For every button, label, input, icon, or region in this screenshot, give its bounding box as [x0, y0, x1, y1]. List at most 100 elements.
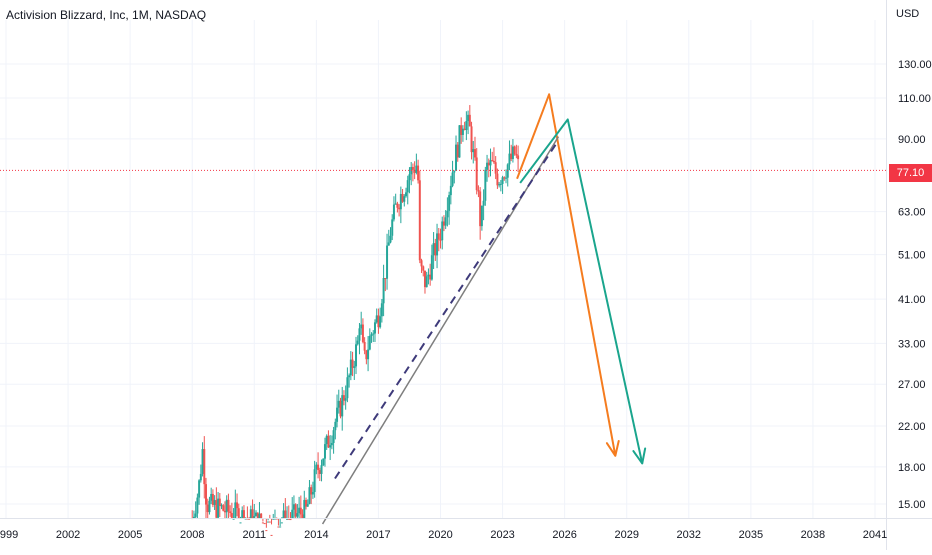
candle-body — [391, 219, 394, 236]
candle-body — [351, 359, 354, 368]
candle-body — [394, 203, 397, 205]
candle-body — [441, 221, 444, 241]
candle-body — [448, 195, 451, 211]
candle-body — [273, 518, 276, 520]
candle-body — [453, 170, 456, 173]
candle-body — [437, 233, 440, 240]
candle-body — [373, 322, 376, 334]
candle-body — [513, 146, 516, 154]
candle-body — [251, 509, 254, 518]
candle-body — [399, 193, 402, 210]
candle-body — [242, 510, 245, 518]
candle-body — [258, 513, 261, 518]
candle-body — [382, 278, 385, 304]
candle-body — [429, 274, 432, 280]
candle-body — [494, 162, 497, 174]
grid — [0, 20, 886, 518]
candle-body — [339, 400, 342, 417]
candle-body — [508, 153, 511, 165]
candle-body — [436, 233, 439, 256]
candle-body — [198, 480, 201, 498]
x-tick-label: 1999 — [0, 529, 18, 541]
candle-body — [496, 173, 499, 186]
candle-body — [367, 349, 370, 360]
candle-body — [225, 499, 228, 513]
candle-body — [330, 442, 333, 446]
candle-body — [363, 342, 366, 351]
candle-body — [482, 200, 485, 206]
candle-body — [389, 235, 392, 243]
candle-body — [515, 153, 518, 156]
candle-body — [298, 507, 301, 514]
candle-body — [260, 513, 263, 518]
candle-body — [342, 395, 345, 401]
candle-body — [461, 128, 464, 135]
candle-body — [210, 493, 213, 501]
candle-body — [380, 303, 383, 317]
x-tick-label: 2011 — [242, 529, 266, 541]
dashed-trendline — [334, 142, 558, 480]
candle-body — [415, 165, 418, 173]
candle-body — [356, 340, 359, 345]
candle-body — [465, 121, 468, 130]
candle-body — [463, 128, 466, 130]
x-tick-label: 2032 — [677, 529, 701, 541]
candle-body — [289, 519, 292, 521]
candle-body — [413, 169, 416, 173]
candle-body — [318, 470, 321, 474]
y-tick-label: 22.00 — [898, 421, 926, 433]
candle-body — [313, 469, 316, 493]
candle-body — [406, 180, 409, 193]
candle-body — [379, 316, 382, 328]
candle-body — [223, 510, 226, 513]
candle-body — [205, 484, 208, 505]
candle-body — [372, 333, 375, 335]
candle-body — [423, 270, 426, 288]
teal-path — [519, 118, 644, 464]
candle-body — [489, 160, 492, 166]
candle-body — [484, 169, 487, 201]
candle-body — [460, 125, 463, 135]
y-tick-label: 51.00 — [898, 250, 926, 262]
y-tick-label: 27.00 — [898, 379, 926, 391]
candle-body — [392, 204, 395, 220]
candle-body — [277, 526, 280, 528]
candle-body — [306, 503, 309, 507]
candle-body — [268, 521, 271, 523]
candle-body — [323, 444, 326, 459]
candle-body — [344, 398, 347, 401]
y-tick-label: 90.00 — [898, 134, 926, 146]
candle-body — [286, 518, 289, 520]
candle-body — [417, 165, 420, 181]
teal-path-arrowhead — [632, 447, 647, 465]
candle-body — [353, 366, 356, 368]
candle-body — [234, 502, 237, 518]
candle-body — [249, 509, 252, 518]
candle-body — [248, 518, 251, 520]
candle-body — [472, 149, 475, 153]
candle-body — [253, 516, 256, 518]
x-tick-label: 2035 — [739, 529, 763, 541]
x-tick-label: 2008 — [180, 529, 204, 541]
x-tick-label: 2014 — [304, 529, 328, 541]
candle-body — [320, 465, 323, 474]
candle-body — [386, 245, 389, 279]
candle-body — [348, 375, 351, 378]
y-tick-label: 15.00 — [898, 499, 926, 511]
candle-body — [422, 266, 425, 271]
candle-body — [517, 155, 520, 160]
candle-body — [287, 518, 290, 520]
x-tick-label: 2017 — [366, 529, 390, 541]
candle-body — [322, 458, 325, 466]
candle-body — [358, 328, 361, 341]
candle-body — [336, 407, 339, 422]
candle-body — [332, 430, 335, 443]
candle-body — [418, 180, 421, 261]
x-tick-label: 2023 — [490, 529, 514, 541]
candle-body — [275, 518, 278, 520]
candle-body — [341, 395, 344, 417]
candle-body — [370, 334, 373, 336]
candle-body — [349, 359, 352, 376]
